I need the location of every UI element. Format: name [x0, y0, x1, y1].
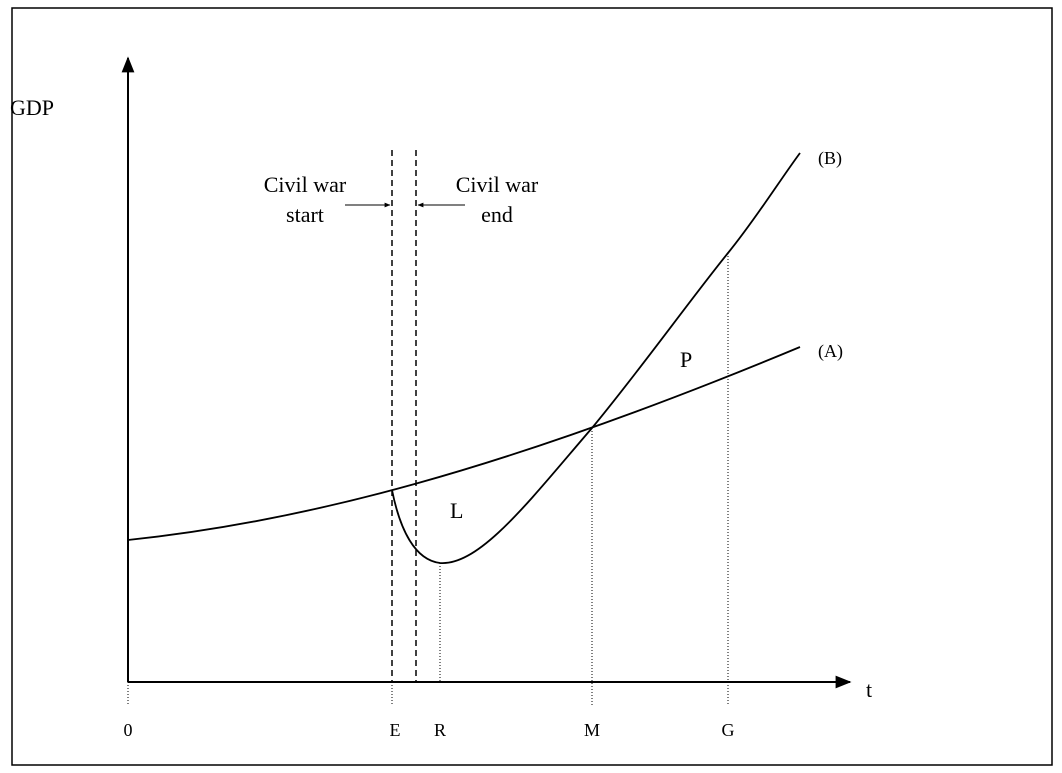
x-tick-label: R — [434, 720, 446, 740]
curve-label: (A) — [818, 341, 843, 362]
x-tick-label: G — [722, 720, 735, 740]
war-start-label: start — [286, 202, 324, 227]
x-axis-label: t — [866, 677, 872, 702]
x-tick-label: E — [390, 720, 401, 740]
y-axis-label: GDP — [10, 95, 54, 120]
curve-a — [127, 346, 801, 541]
region-label: L — [450, 498, 463, 523]
war-end-label: end — [481, 202, 513, 227]
war-start-label: Civil war — [264, 172, 347, 197]
war-end-label: Civil war — [456, 172, 539, 197]
x-tick-label: 0 — [124, 720, 133, 740]
frame — [11, 7, 1053, 766]
region-label: P — [680, 347, 692, 372]
curve-label: (B) — [818, 148, 842, 169]
curve-b — [391, 152, 801, 564]
x-tick-label: M — [584, 720, 600, 740]
